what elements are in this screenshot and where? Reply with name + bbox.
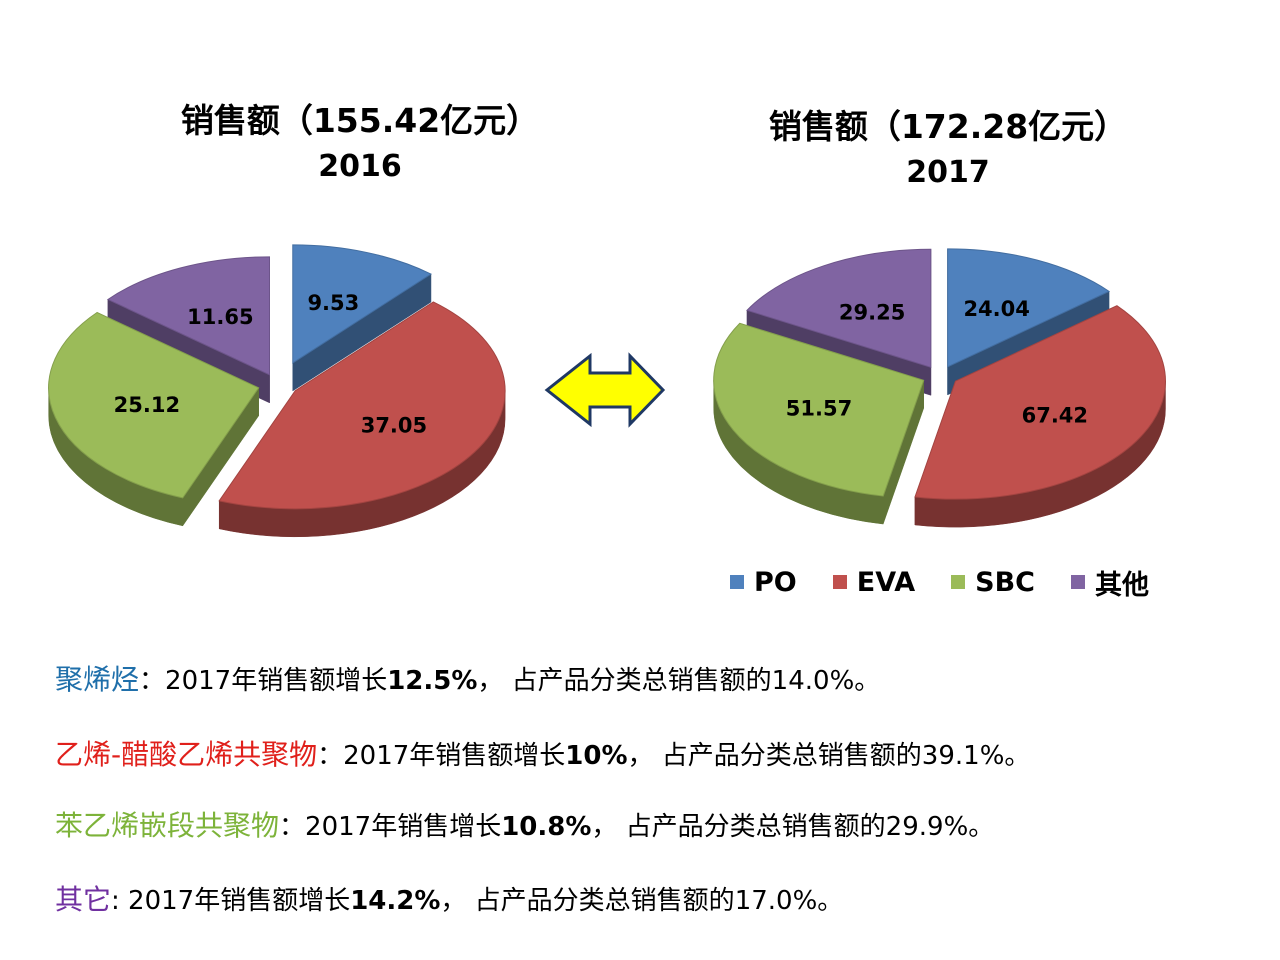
chart-title-2016: 销售额（155.42亿元） 2016	[160, 98, 560, 190]
note-mid: ， 占产品分类总销售额的	[627, 741, 922, 771]
slice-value-label: 37.05	[361, 413, 427, 437]
note-growth: 10%	[565, 741, 628, 771]
legend-item-2: SBC	[951, 567, 1035, 598]
note-eva: 乙烯-醋酸乙烯共聚物：2017年销售额增长10%， 占产品分类总销售额的39.1…	[55, 735, 1030, 776]
note-mid: ， 占产品分类总销售额的	[477, 666, 772, 696]
chart-title-2017: 销售额（172.28亿元） 2017	[748, 104, 1148, 196]
note-pre: 2017年销售额增长	[165, 666, 388, 696]
note-sep: :	[111, 886, 129, 916]
note-sep: ：	[279, 812, 306, 842]
legend-swatch	[832, 575, 847, 589]
note-growth: 12.5%	[387, 666, 478, 696]
note-end: 。	[854, 666, 881, 696]
slice-value-label: 24.04	[963, 297, 1029, 321]
slice-value-label: 29.25	[839, 300, 905, 324]
legend-swatch	[730, 575, 744, 589]
pie-slice-EVA	[218, 301, 506, 538]
note-sbc: 苯乙烯嵌段共聚物：2017年销售增长10.8%， 占产品分类总销售额的29.9%…	[55, 806, 994, 847]
note-lead: 其它	[55, 883, 112, 916]
chart-subtitle-year: 2017	[906, 155, 990, 190]
legend-item-0: PO	[730, 567, 797, 598]
legend-swatch	[951, 575, 966, 589]
legend-label: 其他	[1095, 569, 1149, 601]
pie-chart-2017: 24.04 67.42 51.57 29.25	[713, 248, 1166, 528]
note-growth: 14.2%	[350, 886, 441, 916]
slice-value-label: 51.57	[786, 397, 852, 421]
note-share: 17.0%	[734, 886, 818, 916]
chart-title-text: 销售额（172.28亿元）	[768, 107, 1128, 146]
note-end: 。	[968, 812, 995, 842]
legend-item-1: EVA	[832, 566, 916, 598]
legend-swatch	[1071, 575, 1085, 589]
slice-value-label: 11.65	[187, 305, 253, 329]
note-share: 29.9%	[885, 812, 969, 842]
note-others: 其它: 2017年销售额增长14.2%， 占产品分类总销售额的17.0%。	[55, 880, 843, 921]
slice-value-label: 9.53	[307, 291, 359, 315]
note-mid: ， 占产品分类总销售额的	[440, 886, 735, 916]
note-pre: 2017年销售额增长	[343, 741, 566, 771]
chart-legend: PO EVA SBC 其他	[730, 562, 1149, 602]
note-pre: 2017年销售额增长	[128, 886, 351, 916]
note-sep: ：	[139, 666, 166, 696]
pie-slice-SBC	[48, 311, 260, 527]
slice-value-label: 67.42	[1022, 403, 1088, 427]
note-lead: 聚烯烃	[55, 663, 140, 696]
note-lead: 乙烯-醋酸乙烯共聚物	[55, 738, 318, 771]
note-pre: 2017年销售增长	[305, 812, 502, 842]
chart-title-text: 销售额（155.42亿元）	[180, 101, 540, 140]
legend-item-3: 其他	[1071, 563, 1149, 602]
legend-label: PO	[754, 566, 797, 598]
pie-slice-SBC	[713, 322, 925, 525]
pie-slice-EVA	[914, 305, 1166, 528]
chart-subtitle-year: 2016	[318, 149, 402, 184]
double-arrow-icon	[544, 352, 666, 428]
pie-chart-2016: 9.53 37.05 25.12 11.65	[48, 244, 506, 538]
note-share: 14.0%	[771, 666, 855, 696]
note-share: 39.1%	[921, 741, 1005, 771]
note-growth: 10.8%	[501, 812, 592, 842]
note-end: 。	[1004, 741, 1031, 771]
note-lead: 苯乙烯嵌段共聚物	[55, 809, 280, 842]
note-end: 。	[817, 886, 844, 916]
note-mid: ， 占产品分类总销售额的	[591, 812, 886, 842]
note-polyolefin: 聚烯烃：2017年销售额增长12.5%， 占产品分类总销售额的14.0%。	[55, 660, 880, 701]
pie-slice-PO	[292, 244, 432, 392]
legend-label: SBC	[975, 566, 1035, 598]
note-sep: ：	[317, 741, 344, 771]
slice-value-label: 25.12	[114, 393, 180, 417]
legend-label: EVA	[856, 566, 916, 598]
